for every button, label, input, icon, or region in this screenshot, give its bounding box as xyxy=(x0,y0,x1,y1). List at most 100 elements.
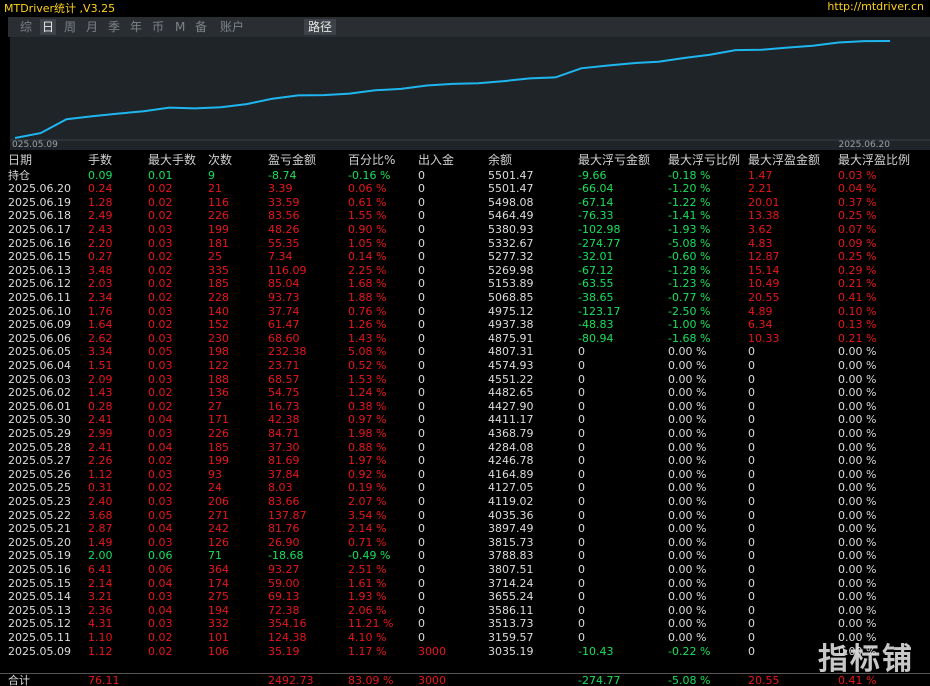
trades-cell: 199 xyxy=(208,222,229,236)
tab[interactable]: 备 xyxy=(195,20,208,34)
trades-cell: 116 xyxy=(208,195,229,209)
tab[interactable]: 路径 xyxy=(304,19,337,35)
max-lots-cell: 0.06 xyxy=(148,549,173,563)
trades-cell: 275 xyxy=(208,590,229,604)
tab[interactable]: 综 xyxy=(20,20,33,34)
percent-cell: 0.61 % xyxy=(348,195,387,209)
profit-cell: 48.26 xyxy=(268,222,300,236)
deposit-cell: 0 xyxy=(418,222,425,236)
balance-cell: 4284.08 xyxy=(488,440,534,454)
lots-cell: 3.68 xyxy=(88,508,113,522)
website-link[interactable]: http://mtdriver.cn xyxy=(827,0,924,13)
max-float-profit-cell: 0 xyxy=(748,481,755,495)
date-cell: 2025.06.16 xyxy=(8,236,71,250)
max-lots-cell: 0.02 xyxy=(148,644,173,658)
percent-cell: 2.14 % xyxy=(348,522,387,536)
trades-cell: 27 xyxy=(208,399,222,413)
tab[interactable]: 日 xyxy=(40,19,57,35)
max-lots-cell: 0.04 xyxy=(148,440,173,454)
profit-cell: 84.71 xyxy=(268,426,300,440)
max-float-loss-pct-cell: -1.28 % xyxy=(668,263,711,277)
balance-cell: 5332.67 xyxy=(488,236,534,250)
balance-cell: 4574.93 xyxy=(488,358,534,372)
percent-cell: 0.52 % xyxy=(348,358,387,372)
profit-cell: 93.73 xyxy=(268,290,300,304)
column-header: 最大浮盈金额 xyxy=(748,153,821,167)
date-cell: 2025.06.05 xyxy=(8,345,71,359)
tab[interactable]: 账户 xyxy=(220,20,245,34)
lots-cell: 1.10 xyxy=(88,630,113,644)
lots-cell: 1.12 xyxy=(88,467,113,481)
max-float-profit-pct-cell: 0.07 % xyxy=(838,222,877,236)
max-lots-cell: 0.02 xyxy=(148,195,173,209)
tab[interactable]: 月 xyxy=(86,20,99,34)
max-lots-cell: 0.04 xyxy=(148,522,173,536)
percent-cell: 1.05 % xyxy=(348,236,387,250)
tab[interactable]: 年 xyxy=(130,20,143,34)
max-float-profit-pct-cell: 0.00 % xyxy=(838,617,877,631)
column-header: 最大浮亏比例 xyxy=(668,153,741,167)
balance-cell: 5068.85 xyxy=(488,290,534,304)
deposit-cell: 0 xyxy=(418,209,425,223)
max-float-loss-cell: 0 xyxy=(578,603,585,617)
max-float-loss-cell: 0 xyxy=(578,549,585,563)
chart-end-label: 2025.06.20 xyxy=(838,140,890,150)
tab[interactable]: 币 xyxy=(152,20,165,34)
balance-cell: 4411.17 xyxy=(488,413,534,427)
max-lots-cell: 0.06 xyxy=(148,562,173,576)
percent-cell: 0.90 % xyxy=(348,222,387,236)
balance-cell: 4482.65 xyxy=(488,386,534,400)
balance-cell: 4246.78 xyxy=(488,454,534,468)
tab[interactable]: 周 xyxy=(64,20,77,34)
tab[interactable]: 季 xyxy=(108,20,121,34)
max-float-profit-cell: 0 xyxy=(748,426,755,440)
percent-cell: 1.98 % xyxy=(348,426,387,440)
max-float-loss-pct-cell: 0.00 % xyxy=(668,372,707,386)
max-float-loss-cell: 0 xyxy=(578,426,585,440)
column-header: 百分比% xyxy=(348,153,396,167)
deposit-cell: 0 xyxy=(418,413,425,427)
total-percent: 83.09 % xyxy=(348,674,394,686)
percent-cell: 2.07 % xyxy=(348,494,387,508)
lots-cell: 1.43 xyxy=(88,386,113,400)
percent-cell: -0.49 % xyxy=(348,549,391,563)
trades-cell: 71 xyxy=(208,549,222,563)
lots-cell: 1.64 xyxy=(88,318,113,332)
tab[interactable]: M xyxy=(175,20,186,34)
max-float-profit-pct-cell: 0.00 % xyxy=(838,522,877,536)
profit-cell: 35.19 xyxy=(268,644,300,658)
lots-cell: 3.48 xyxy=(88,263,113,277)
trades-cell: 152 xyxy=(208,318,229,332)
lots-cell: 3.34 xyxy=(88,345,113,359)
trades-cell: 25 xyxy=(208,250,222,264)
max-lots-cell: 0.02 xyxy=(148,290,173,304)
max-float-loss-pct-cell: 0.00 % xyxy=(668,440,707,454)
max-float-profit-cell: 0 xyxy=(748,644,755,658)
percent-cell: 1.68 % xyxy=(348,277,387,291)
max-float-profit-pct-cell: 0.21 % xyxy=(838,277,877,291)
date-cell: 2025.05.13 xyxy=(8,603,71,617)
percent-cell: 1.24 % xyxy=(348,386,387,400)
deposit-cell: 0 xyxy=(418,399,425,413)
max-float-loss-cell: 0 xyxy=(578,372,585,386)
trades-cell: 106 xyxy=(208,644,229,658)
trades-cell: 9 xyxy=(208,168,215,182)
max-lots-cell: 0.03 xyxy=(148,358,173,372)
percent-cell: 1.97 % xyxy=(348,454,387,468)
max-float-profit-cell: 4.89 xyxy=(748,304,773,318)
max-float-profit-cell: 0 xyxy=(748,508,755,522)
max-lots-cell: 0.02 xyxy=(148,209,173,223)
balance-cell: 4975.12 xyxy=(488,304,534,318)
percent-cell: 1.53 % xyxy=(348,372,387,386)
deposit-cell: 0 xyxy=(418,236,425,250)
max-float-profit-pct-cell: 0.04 % xyxy=(838,182,877,196)
percent-cell: 0.06 % xyxy=(348,182,387,196)
max-lots-cell: 0.03 xyxy=(148,236,173,250)
profit-cell: 59.00 xyxy=(268,576,300,590)
profit-cell: 83.56 xyxy=(268,209,300,223)
lots-cell: 0.09 xyxy=(88,168,113,182)
profit-cell: 3.39 xyxy=(268,182,293,196)
lots-cell: 2.14 xyxy=(88,576,113,590)
max-float-profit-pct-cell: 0.25 % xyxy=(838,250,877,264)
profit-cell: 26.90 xyxy=(268,535,300,549)
